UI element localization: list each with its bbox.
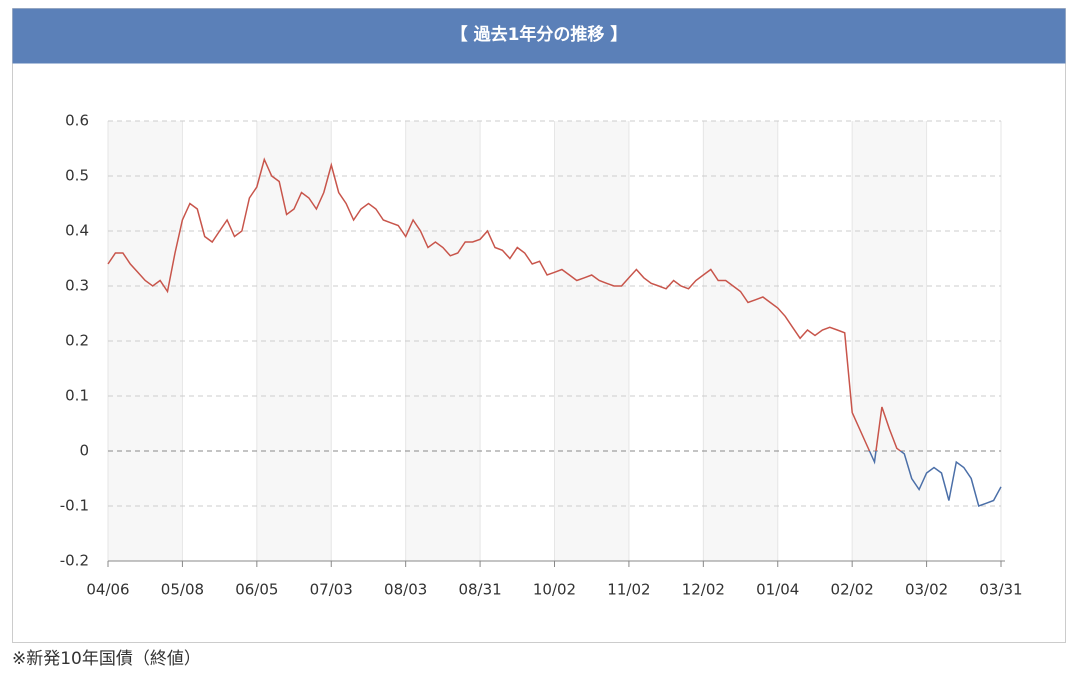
band xyxy=(852,121,927,561)
x-tick-label: 08/31 xyxy=(458,581,501,599)
x-tick-label: 03/31 xyxy=(979,581,1022,599)
x-tick-label: 12/02 xyxy=(682,581,725,599)
y-tick-label: 0.5 xyxy=(65,167,89,185)
x-tick-label: 10/02 xyxy=(533,581,576,599)
header-bar xyxy=(12,8,1066,64)
x-tick-label: 01/04 xyxy=(756,581,799,599)
band xyxy=(554,121,629,561)
footnote: ※新発10年国債（終値） xyxy=(12,649,201,669)
x-tick-label: 03/02 xyxy=(905,581,948,599)
x-tick-label: 07/03 xyxy=(310,581,353,599)
y-tick-label: 0.4 xyxy=(65,222,89,240)
header-title: 【 過去1年分の推移 】 xyxy=(451,24,628,45)
y-tick-label: 0 xyxy=(79,442,89,460)
x-tick-label: 05/08 xyxy=(161,581,204,599)
band xyxy=(256,121,332,561)
y-tick-label: 0.1 xyxy=(65,387,89,405)
x-tick-label: 08/03 xyxy=(384,581,427,599)
y-tick-label: -0.2 xyxy=(60,552,89,570)
x-tick-label: 02/02 xyxy=(831,581,874,599)
y-tick-label: 0.2 xyxy=(65,332,89,350)
y-tick-label: -0.1 xyxy=(60,497,89,515)
x-tick-label: 11/02 xyxy=(607,581,650,599)
line xyxy=(107,157,1002,507)
y-tick-label: 0.3 xyxy=(65,277,89,295)
x-tick-label: 04/06 xyxy=(86,581,129,599)
y-tick-label: 0.6 xyxy=(65,112,89,130)
x-tick-label: 06/05 xyxy=(235,581,278,599)
